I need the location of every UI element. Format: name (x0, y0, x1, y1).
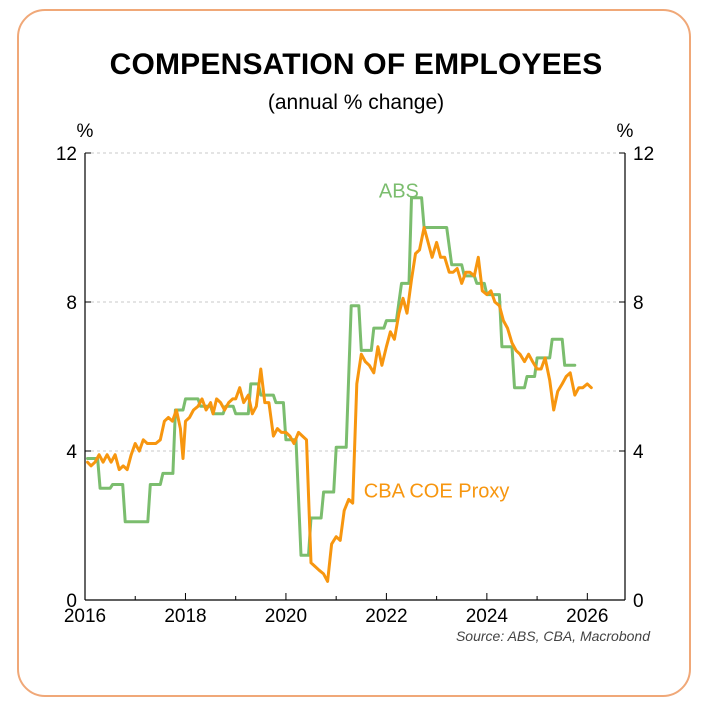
annotations: ABS CBA COE Proxy (364, 181, 510, 503)
x-tick-label: 2016 (64, 606, 106, 627)
series-label: CBA COE Proxy (364, 481, 510, 503)
tick-labels: 0 0 4 4 8 8 12 12 2016 2018 2020 2022 2024 2026%% (56, 121, 654, 627)
y-tick-label-left: 4 (66, 442, 77, 463)
series-label: ABS (379, 181, 419, 203)
y-tick-label-left: 12 (56, 144, 77, 165)
x-tick-label: 2026 (566, 606, 608, 627)
x-tick-label: 2022 (365, 606, 407, 627)
x-tick-label: 2018 (164, 606, 206, 627)
y-unit-label-right: % (617, 121, 634, 142)
chart-subtitle: (annual % change) (267, 91, 445, 114)
chart-title: COMPENSATION OF EMPLOYEES (109, 48, 603, 81)
y-tick-label-right: 8 (633, 293, 644, 314)
y-unit-label-left: % (77, 121, 94, 142)
y-tick-label-right: 12 (633, 144, 654, 165)
series-line-cba-coe-proxy (86, 226, 593, 583)
series-layer (86, 196, 593, 583)
y-tick-label-left: 8 (66, 293, 77, 314)
source-note: Source: ABS, CBA, Macrobond (455, 628, 650, 644)
x-tick-label: 2020 (265, 606, 307, 627)
axes (84, 152, 626, 601)
x-tick-label: 2024 (466, 606, 509, 627)
y-tick-label-right: 0 (633, 591, 644, 612)
chart-frame (17, 9, 691, 697)
y-tick-label-left: 0 (66, 591, 77, 612)
y-tick-label-right: 4 (633, 442, 644, 463)
